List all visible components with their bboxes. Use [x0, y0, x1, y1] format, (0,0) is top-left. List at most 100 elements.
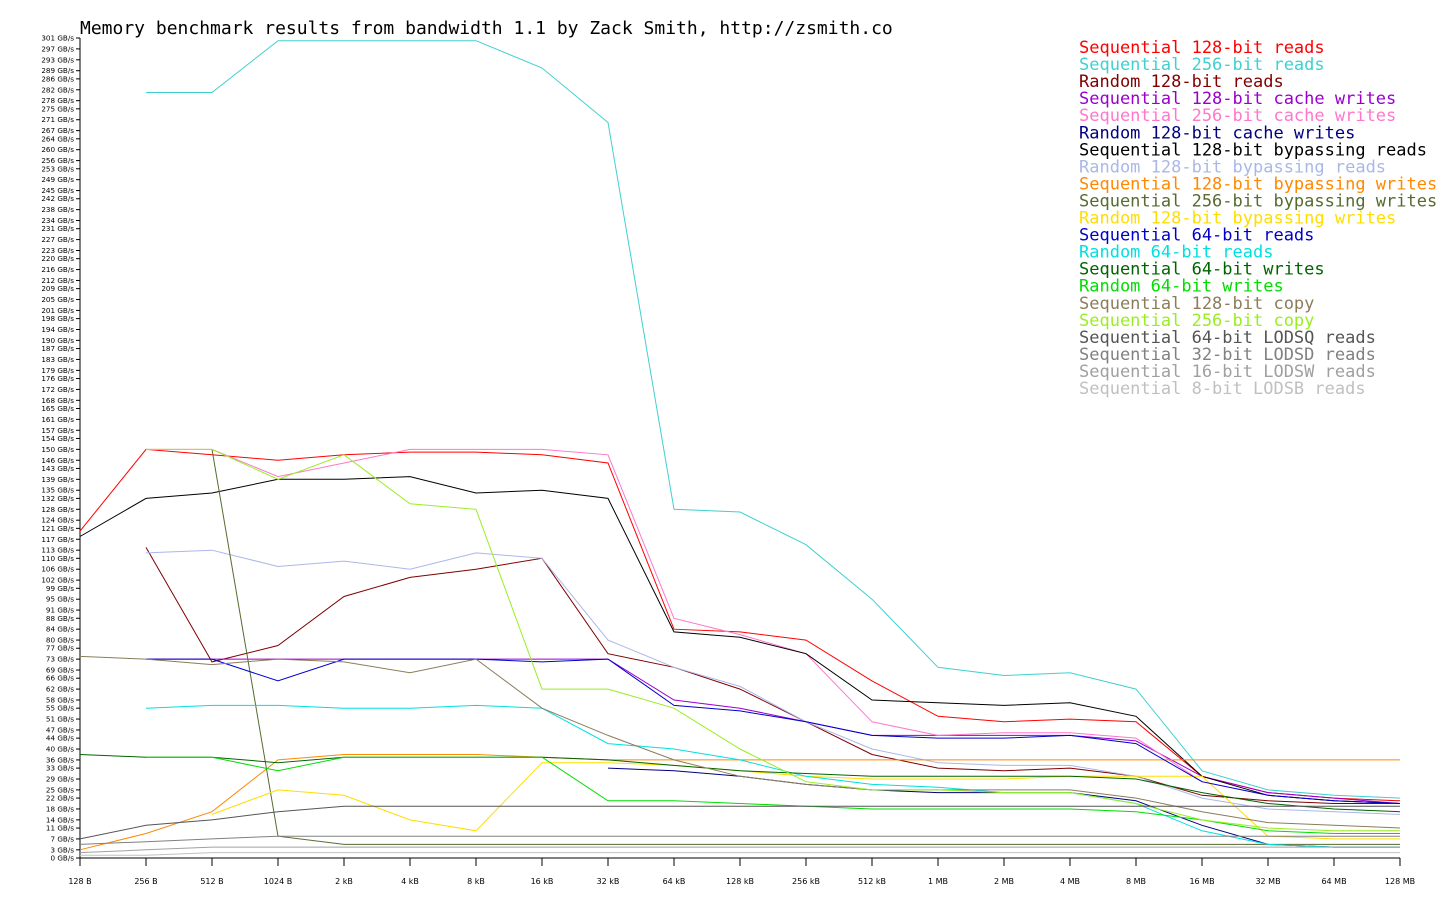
y-tick-label: 135 GB/s: [41, 486, 74, 495]
y-tick-label: 84 GB/s: [46, 625, 74, 634]
y-tick-label: 18 GB/s: [46, 804, 74, 813]
y-tick-label: 190 GB/s: [41, 336, 74, 345]
x-tick-label: 8 kB: [467, 877, 485, 886]
y-tick-label: 267 GB/s: [41, 126, 74, 135]
chart-title: Memory benchmark results from bandwidth …: [80, 18, 893, 39]
y-tick-label: 121 GB/s: [41, 524, 74, 533]
series-line-14: [79, 754, 1401, 813]
y-tick-label: 209 GB/s: [41, 284, 74, 293]
y-tick-label: 66 GB/s: [46, 674, 74, 683]
y-tick-label: 106 GB/s: [41, 565, 74, 574]
y-tick-label: 25 GB/s: [46, 785, 74, 794]
y-tick-label: 198 GB/s: [41, 314, 74, 323]
series-line-13: [145, 704, 1400, 848]
x-tick-label: 4 MB: [1060, 877, 1080, 886]
y-tick-label: 146 GB/s: [41, 456, 74, 465]
y-tick-label: 201 GB/s: [41, 306, 74, 315]
y-tick-label: 271 GB/s: [41, 115, 74, 124]
series-line-19: [79, 835, 1400, 845]
legend-entry-14: Sequential 64-bit writes: [1079, 260, 1325, 280]
x-tick-label: 512 B: [200, 877, 223, 886]
x-tick-label: 128 MB: [1385, 877, 1415, 886]
y-tick-label: 44 GB/s: [46, 734, 74, 743]
y-tick-label: 286 GB/s: [41, 74, 74, 83]
legend-entry-8: Random 128-bit bypassing reads: [1079, 157, 1386, 177]
series-line-8: [145, 549, 1401, 815]
legend-entry-3: Random 128-bit reads: [1079, 72, 1284, 92]
series-line-16: [79, 655, 1401, 829]
x-tick-label: 64 kB: [663, 877, 686, 886]
series-line-18: [79, 805, 1400, 840]
y-tick-label: 77 GB/s: [46, 644, 74, 653]
series-line-20: [79, 846, 1400, 854]
y-tick-label: 205 GB/s: [41, 295, 74, 304]
y-tick-label: 51 GB/s: [46, 715, 74, 724]
series-line-5: [146, 448, 1401, 804]
y-tick-label: 297 GB/s: [41, 44, 74, 53]
x-tick-label: 16 MB: [1189, 877, 1214, 886]
legend-entry-5: Sequential 256-bit cache writes: [1079, 106, 1396, 126]
series-line-15: [146, 756, 1400, 834]
y-tick-label: 216 GB/s: [41, 265, 74, 274]
y-tick-label: 99 GB/s: [46, 584, 74, 593]
legend-entry-17: Sequential 256-bit copy: [1079, 311, 1314, 331]
legend-entry-4: Sequential 128-bit cache writes: [1079, 89, 1396, 109]
x-tick-label: 32 kB: [597, 877, 620, 886]
y-tick-label: 88 GB/s: [46, 614, 74, 623]
series-line-1: [79, 448, 1401, 802]
y-tick-label: 113 GB/s: [41, 546, 74, 555]
x-tick-label: 128 kB: [726, 877, 754, 886]
x-tick-label: 128 B: [68, 877, 91, 886]
y-tick-label: 117 GB/s: [41, 535, 74, 544]
x-axis-ticks: 128 B 256 B 512 B 1024 B 2 kB 4 kB 8 kB 16 kB 32…: [68, 858, 1415, 886]
series-line-7: [79, 476, 1401, 804]
y-tick-label: 194 GB/s: [41, 325, 74, 334]
y-tick-label: 102 GB/s: [41, 576, 74, 585]
y-tick-label: 3 GB/s: [50, 845, 74, 854]
legend-entry-13: Random 64-bit reads: [1079, 243, 1273, 263]
x-tick-label: 4 kB: [401, 877, 419, 886]
legend-entry-10: Sequential 256-bit bypassing writes: [1079, 191, 1437, 211]
x-tick-label: 2 kB: [335, 877, 353, 886]
y-tick-label: 289 GB/s: [41, 66, 74, 75]
y-tick-label: 95 GB/s: [46, 595, 74, 604]
legend-entry-9: Sequential 128-bit bypassing writes: [1079, 174, 1437, 194]
y-tick-label: 242 GB/s: [41, 194, 74, 203]
x-tick-label: 1 MB: [928, 877, 948, 886]
y-tick-label: 293 GB/s: [41, 55, 74, 64]
y-tick-label: 132 GB/s: [41, 494, 74, 503]
y-tick-label: 301 GB/s: [41, 34, 74, 43]
y-tick-label: 172 GB/s: [41, 385, 74, 394]
x-tick-label: 32 MB: [1255, 877, 1280, 886]
legend-entry-6: Random 128-bit cache writes: [1079, 123, 1355, 143]
series-line-12: [146, 658, 1401, 804]
legend-entry-20: Sequential 16-bit LODSW reads: [1079, 362, 1376, 382]
x-tick-label: 64 MB: [1321, 877, 1346, 886]
legend-entry-2: Sequential 256-bit reads: [1079, 55, 1325, 75]
legend-entry-1: Sequential 128-bit reads: [1079, 38, 1325, 58]
legend-entry-19: Sequential 32-bit LODSD reads: [1079, 345, 1376, 365]
series-line-17: [146, 448, 1400, 832]
y-tick-label: 231 GB/s: [41, 224, 74, 233]
y-tick-label: 55 GB/s: [46, 704, 74, 713]
y-tick-label: 11 GB/s: [46, 824, 74, 833]
y-tick-label: 124 GB/s: [41, 516, 74, 525]
y-tick-label: 183 GB/s: [41, 355, 74, 364]
y-tick-label: 69 GB/s: [46, 666, 74, 675]
y-tick-label: 58 GB/s: [46, 695, 74, 704]
y-tick-label: 0 GB/s: [50, 854, 74, 863]
y-tick-label: 22 GB/s: [46, 794, 74, 803]
legend-entry-12: Sequential 64-bit reads: [1079, 226, 1314, 246]
legend-entry-21: Sequential 8-bit LODSB reads: [1079, 379, 1366, 399]
y-tick-label: 249 GB/s: [41, 175, 74, 184]
y-tick-label: 73 GB/s: [46, 655, 74, 664]
y-tick-label: 62 GB/s: [46, 685, 74, 694]
y-tick-label: 143 GB/s: [41, 464, 74, 473]
legend-entry-15: Random 64-bit writes: [1079, 277, 1284, 297]
x-tick-label: 8 MB: [1126, 877, 1146, 886]
x-tick-label: 1024 B: [264, 877, 292, 886]
x-tick-label: 16 kB: [531, 877, 554, 886]
y-tick-label: 238 GB/s: [41, 205, 74, 214]
